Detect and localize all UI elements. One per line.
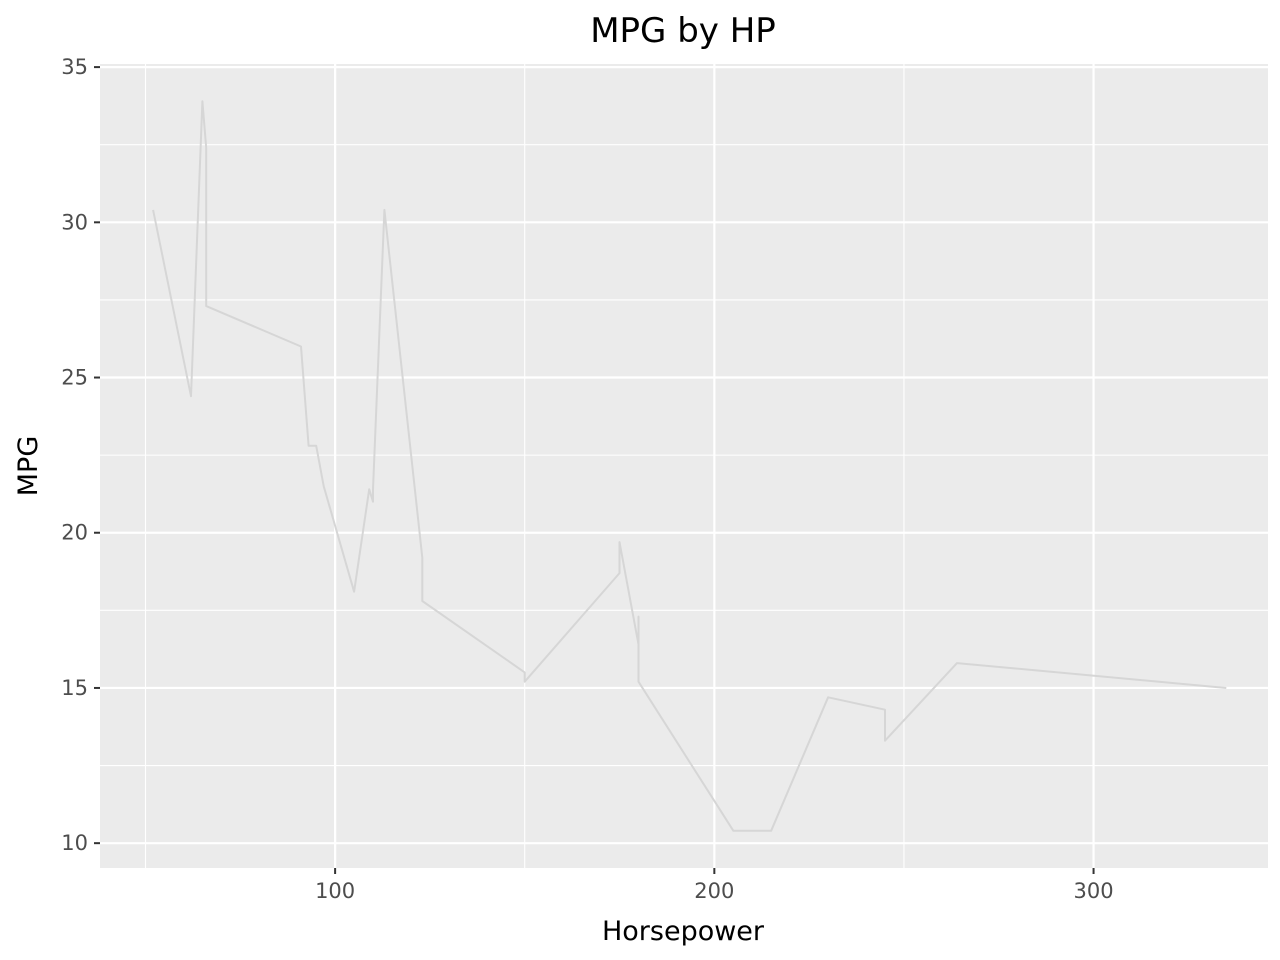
axis-layer: 100 200 300 10 15 20 25 30 35	[61, 55, 1113, 903]
y-tick-label: 30	[61, 210, 88, 234]
y-axis-title: MPG	[13, 436, 44, 497]
y-tick-label: 15	[61, 676, 88, 700]
x-tick-label: 200	[694, 879, 734, 903]
x-axis-title: Horsepower	[602, 916, 765, 947]
series-layer	[152, 100, 1227, 832]
x-tick-label: 100	[315, 879, 355, 903]
series-line	[152, 100, 1227, 832]
major-gridlines	[100, 64, 1268, 868]
x-tick-label: 300	[1074, 879, 1114, 903]
y-tick-label: 25	[61, 366, 88, 390]
y-tick-label: 10	[61, 831, 88, 855]
y-tick-label: 35	[61, 55, 88, 79]
minor-gridlines	[100, 64, 1268, 868]
chart-title: MPG by HP	[590, 11, 776, 51]
y-tick-label: 20	[61, 521, 88, 545]
plot-panel	[100, 64, 1268, 868]
